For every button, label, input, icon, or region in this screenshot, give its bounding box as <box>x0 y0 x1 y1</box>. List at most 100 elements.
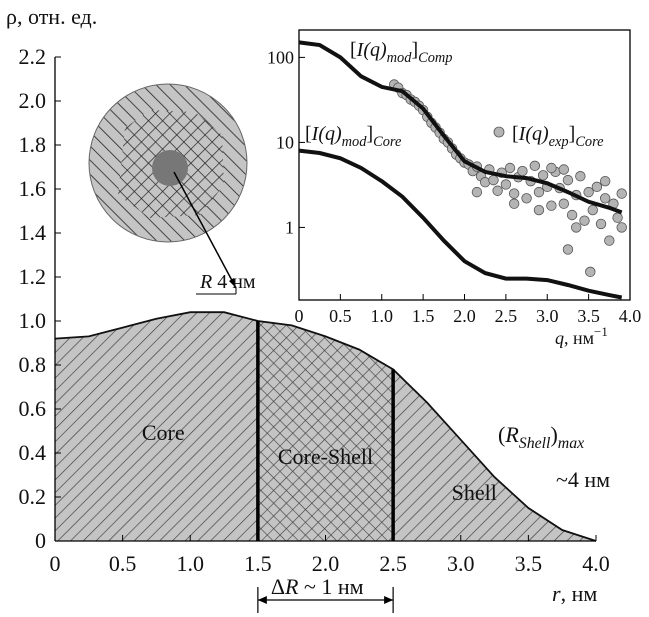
x-tick-label: 1.0 <box>177 551 205 576</box>
exp-point <box>492 185 503 196</box>
x-tick-label: 1.5 <box>412 306 435 326</box>
x-axis-label: r, нм <box>552 581 597 606</box>
radius-symbol: R <box>199 271 212 293</box>
delta-label-part: ~ 1 нм <box>298 574 363 599</box>
exp-point <box>558 164 570 175</box>
radius-arrow <box>173 171 237 289</box>
legend-marker <box>493 126 505 138</box>
exp-point <box>571 222 582 233</box>
exp-point <box>616 222 627 233</box>
shell-radius-value: ~4 нм <box>556 467 610 492</box>
exp-point <box>562 174 574 186</box>
model-curve <box>298 148 623 300</box>
x-tick-label: 2.5 <box>495 306 518 326</box>
x-tick-label: 2.0 <box>453 306 476 326</box>
exp-point <box>504 162 516 174</box>
inset-x-label: q, нм−1 <box>555 324 608 348</box>
x-tick-label: 3.5 <box>577 306 600 326</box>
region-label: Shell <box>452 480 497 505</box>
exp-label-part: exp <box>549 134 569 150</box>
exp-point <box>533 186 545 198</box>
exp-label: [I(q)exp]Core <box>512 123 604 150</box>
y-tick-label: 1.0 <box>19 308 47 333</box>
y-tick-label: 100 <box>267 47 294 67</box>
radius-value: 4 нм <box>212 271 256 293</box>
comp-label-part: Comp <box>418 50 452 66</box>
arrow-head <box>229 278 236 288</box>
y-tick-label: 1.6 <box>19 176 47 201</box>
exp-point <box>604 235 615 246</box>
shell-radius-label-part: ) <box>550 422 557 447</box>
delta-label-part: R <box>284 574 299 599</box>
y-tick-label: 0.2 <box>19 484 47 509</box>
core-model-label-part: ] <box>366 123 373 145</box>
y-tick-label: 0 <box>35 528 46 553</box>
core-circle <box>152 150 188 186</box>
y-tick-label: 2.0 <box>19 88 47 113</box>
exp-label-part: [ <box>512 123 519 145</box>
region-label: Core <box>142 420 185 445</box>
exp-point <box>488 174 499 186</box>
exp-point <box>583 186 594 198</box>
exp-point <box>566 209 578 221</box>
exp-point <box>599 175 611 187</box>
shell-radius-label-part: Shell <box>519 435 551 452</box>
exp-point <box>521 193 532 204</box>
exp-point <box>537 170 549 181</box>
x-tick-label: 3.0 <box>447 551 475 576</box>
shell-radius-label-part: ( <box>498 422 505 447</box>
y-tick-label: 0.8 <box>19 352 47 377</box>
comp-label-part: ] <box>411 39 418 61</box>
exp-point <box>508 188 520 199</box>
comp-label-part: mod <box>387 50 413 66</box>
exp-point <box>612 212 623 223</box>
x-tick-label: 0.5 <box>329 306 352 326</box>
radius-label: R 4 нм <box>199 271 256 293</box>
y-tick-label: 1.4 <box>19 220 47 245</box>
core-model-label-part: [ <box>305 123 312 145</box>
exp-label-part: ] <box>569 123 576 145</box>
core-model-label: [I(q)mod]Core <box>305 123 402 150</box>
y-tick-label: 1 <box>285 217 294 237</box>
exp-point <box>508 198 520 209</box>
comp-label: [I(q)mod]Comp <box>350 39 453 66</box>
exp-point <box>595 218 607 230</box>
exp-point <box>558 198 570 209</box>
x-tick-label: 4.0 <box>582 551 610 576</box>
core-model-label-part: I(q) <box>311 123 342 145</box>
exp-point <box>471 186 483 198</box>
exp-point <box>579 215 590 226</box>
x-tick-label: 2.0 <box>312 551 340 576</box>
inset-x-label-part: −1 <box>594 324 608 339</box>
exp-point <box>500 179 512 190</box>
exp-point <box>562 244 574 255</box>
shell-radius-label-part: R <box>504 422 519 447</box>
delta-label: ΔR ~ 1 нм <box>271 574 364 599</box>
shell-radius-label: (RShell)max <box>498 422 584 452</box>
exp-point <box>529 160 541 172</box>
exp-point <box>546 200 557 211</box>
exp-point <box>517 165 528 177</box>
density-curve <box>54 311 597 542</box>
y-tick-label: 1.2 <box>19 264 47 289</box>
region-label: Core-Shell <box>278 444 373 469</box>
main-chart: 0 0.2 0.4 0.6 0.8 1.0 1.2 1.4 1.6 1.8 2.0 2.2 0 0.5 1.… <box>6 4 610 613</box>
x-tick-label: 1.5 <box>244 551 272 576</box>
y-tick-label: 0.4 <box>19 440 47 465</box>
x-tick-label: 3.0 <box>536 306 559 326</box>
exp-point <box>546 162 557 174</box>
inset-x-label-part: q <box>555 328 564 348</box>
exp-point <box>616 188 627 199</box>
shell-radius-label-part: max <box>558 435 584 452</box>
x-tick-label: 0 <box>295 306 304 326</box>
y-tick-label: 10 <box>276 132 294 152</box>
exp-point <box>585 266 596 278</box>
y-tick-label: 0.6 <box>19 396 47 421</box>
model-curve <box>298 40 623 215</box>
x-tick-label: 3.5 <box>515 551 543 576</box>
particle-diagram: R 4 нм <box>88 83 256 295</box>
y-axis-label: ρ, отн. ед. <box>6 4 97 29</box>
y-tick-label: 1.8 <box>19 132 47 157</box>
